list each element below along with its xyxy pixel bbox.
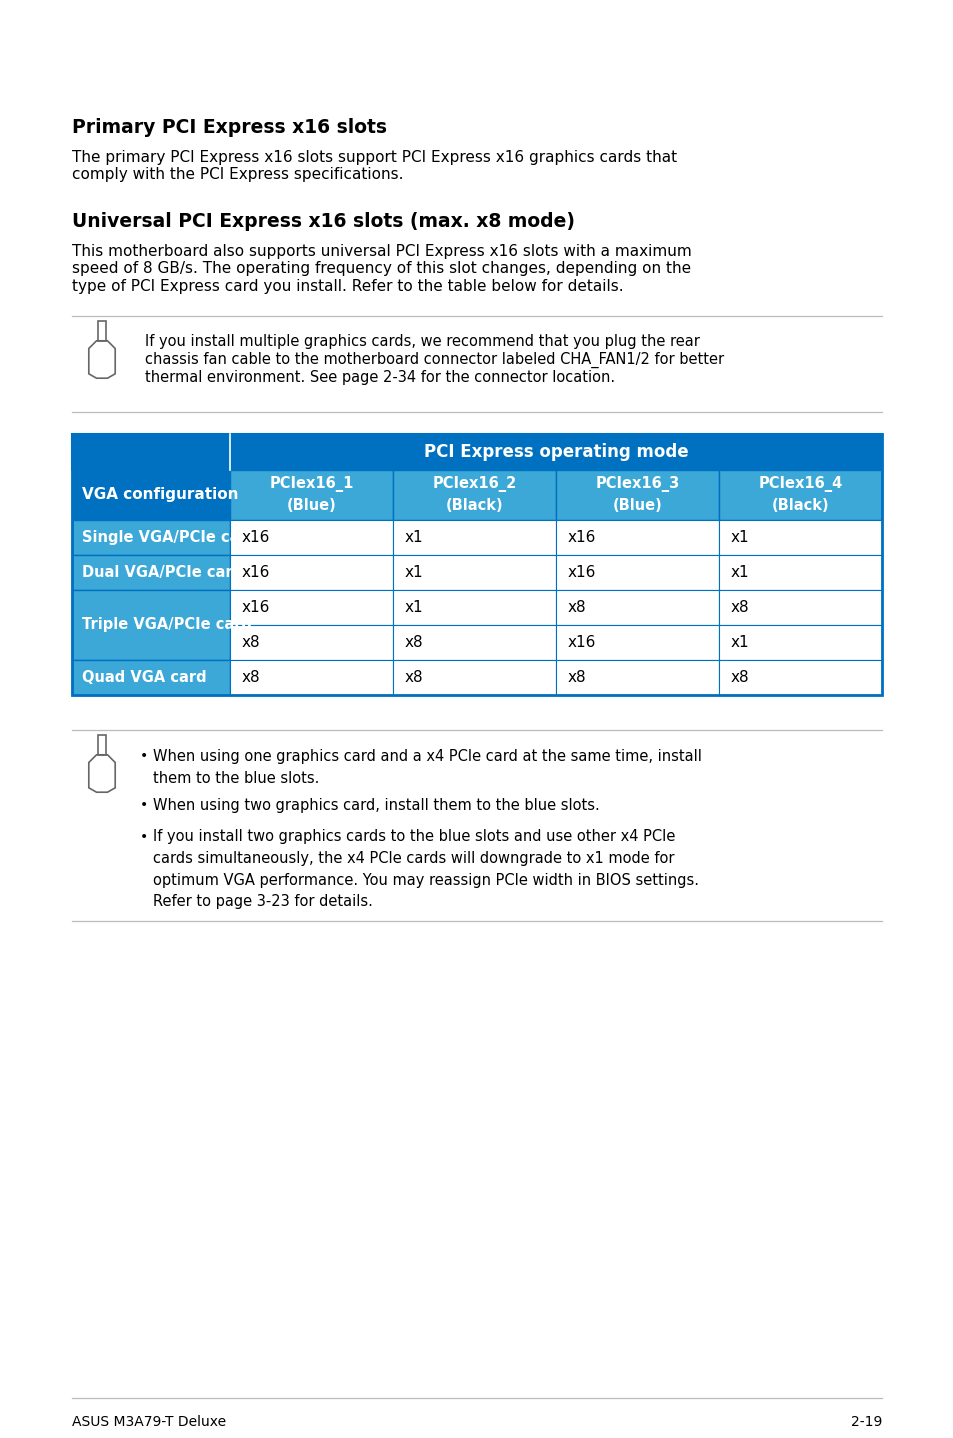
Bar (719, 521, 882, 555)
Text: When using two graphics card, install them to the blue slots.: When using two graphics card, install th… (152, 798, 599, 812)
Bar (719, 555, 882, 590)
Text: If you install multiple graphics cards, we recommend that you plug the rear
chas: If you install multiple graphics cards, … (145, 334, 723, 385)
Text: x8: x8 (567, 670, 586, 684)
Bar (556, 660, 719, 695)
Bar (556, 626, 719, 660)
Text: •: • (140, 798, 148, 812)
Text: VGA configuration: VGA configuration (82, 487, 238, 502)
Bar (393, 555, 556, 590)
Text: PCIex16_1
(Blue): PCIex16_1 (Blue) (269, 476, 354, 513)
Text: x8: x8 (405, 636, 423, 650)
Text: ASUS M3A79-T Deluxe: ASUS M3A79-T Deluxe (71, 1415, 226, 1429)
Bar (71, 521, 230, 555)
Text: x16: x16 (242, 565, 270, 580)
Bar (230, 470, 393, 521)
Text: x8: x8 (242, 670, 260, 684)
Bar (230, 626, 393, 660)
Text: PCIex16_2
(Black): PCIex16_2 (Black) (432, 476, 517, 513)
Bar (71, 555, 230, 590)
Text: x1: x1 (730, 565, 749, 580)
Text: •: • (140, 830, 148, 844)
Bar (230, 555, 393, 590)
Bar (719, 470, 882, 521)
Text: x8: x8 (242, 636, 260, 650)
Text: Single VGA/PCIe card: Single VGA/PCIe card (82, 531, 257, 545)
Text: x16: x16 (242, 531, 270, 545)
Text: x8: x8 (567, 600, 586, 615)
Text: x1: x1 (405, 531, 423, 545)
Bar (556, 590, 719, 626)
Text: Universal PCI Express x16 slots (max. x8 mode): Universal PCI Express x16 slots (max. x8… (71, 211, 575, 232)
Bar (556, 521, 719, 555)
Bar (719, 626, 882, 660)
Text: PCI Express operating mode: PCI Express operating mode (423, 443, 688, 462)
Bar (556, 555, 719, 590)
Bar (393, 660, 556, 695)
Bar (556, 470, 719, 521)
Text: x16: x16 (242, 600, 270, 615)
Bar (71, 590, 230, 660)
Text: x16: x16 (567, 531, 596, 545)
Bar (393, 626, 556, 660)
Text: x8: x8 (730, 600, 749, 615)
Text: Primary PCI Express x16 slots: Primary PCI Express x16 slots (71, 118, 387, 137)
Text: x1: x1 (730, 636, 749, 650)
Bar (393, 521, 556, 555)
Bar (393, 470, 556, 521)
Bar (71, 470, 230, 521)
Text: x16: x16 (567, 565, 596, 580)
Text: •: • (140, 749, 148, 764)
Text: PCIex16_4
(Black): PCIex16_4 (Black) (758, 476, 841, 513)
Text: x1: x1 (405, 565, 423, 580)
Text: 2-19: 2-19 (850, 1415, 882, 1429)
Bar (719, 590, 882, 626)
Text: x1: x1 (730, 531, 749, 545)
Bar (230, 660, 393, 695)
Text: Quad VGA card: Quad VGA card (82, 670, 207, 684)
Text: The primary PCI Express x16 slots support PCI Express x16 graphics cards that
co: The primary PCI Express x16 slots suppor… (71, 150, 677, 183)
Bar (393, 590, 556, 626)
Text: x8: x8 (405, 670, 423, 684)
Bar (71, 434, 882, 470)
Text: When using one graphics card and a x4 PCIe card at the same time, install
them t: When using one graphics card and a x4 PC… (152, 749, 701, 785)
Bar (71, 434, 882, 695)
Text: This motherboard also supports universal PCI Express x16 slots with a maximum
sp: This motherboard also supports universal… (71, 244, 691, 293)
Text: x16: x16 (567, 636, 596, 650)
Text: PCIex16_3
(Blue): PCIex16_3 (Blue) (595, 476, 679, 513)
Text: x1: x1 (405, 600, 423, 615)
Text: Triple VGA/PCIe card: Triple VGA/PCIe card (82, 617, 252, 633)
Text: Dual VGA/PCIe card: Dual VGA/PCIe card (82, 565, 243, 580)
Bar (230, 590, 393, 626)
Bar (71, 660, 230, 695)
Bar (230, 521, 393, 555)
Text: x8: x8 (730, 670, 749, 684)
Text: If you install two graphics cards to the blue slots and use other x4 PCIe
cards : If you install two graphics cards to the… (152, 830, 699, 909)
Bar (719, 660, 882, 695)
